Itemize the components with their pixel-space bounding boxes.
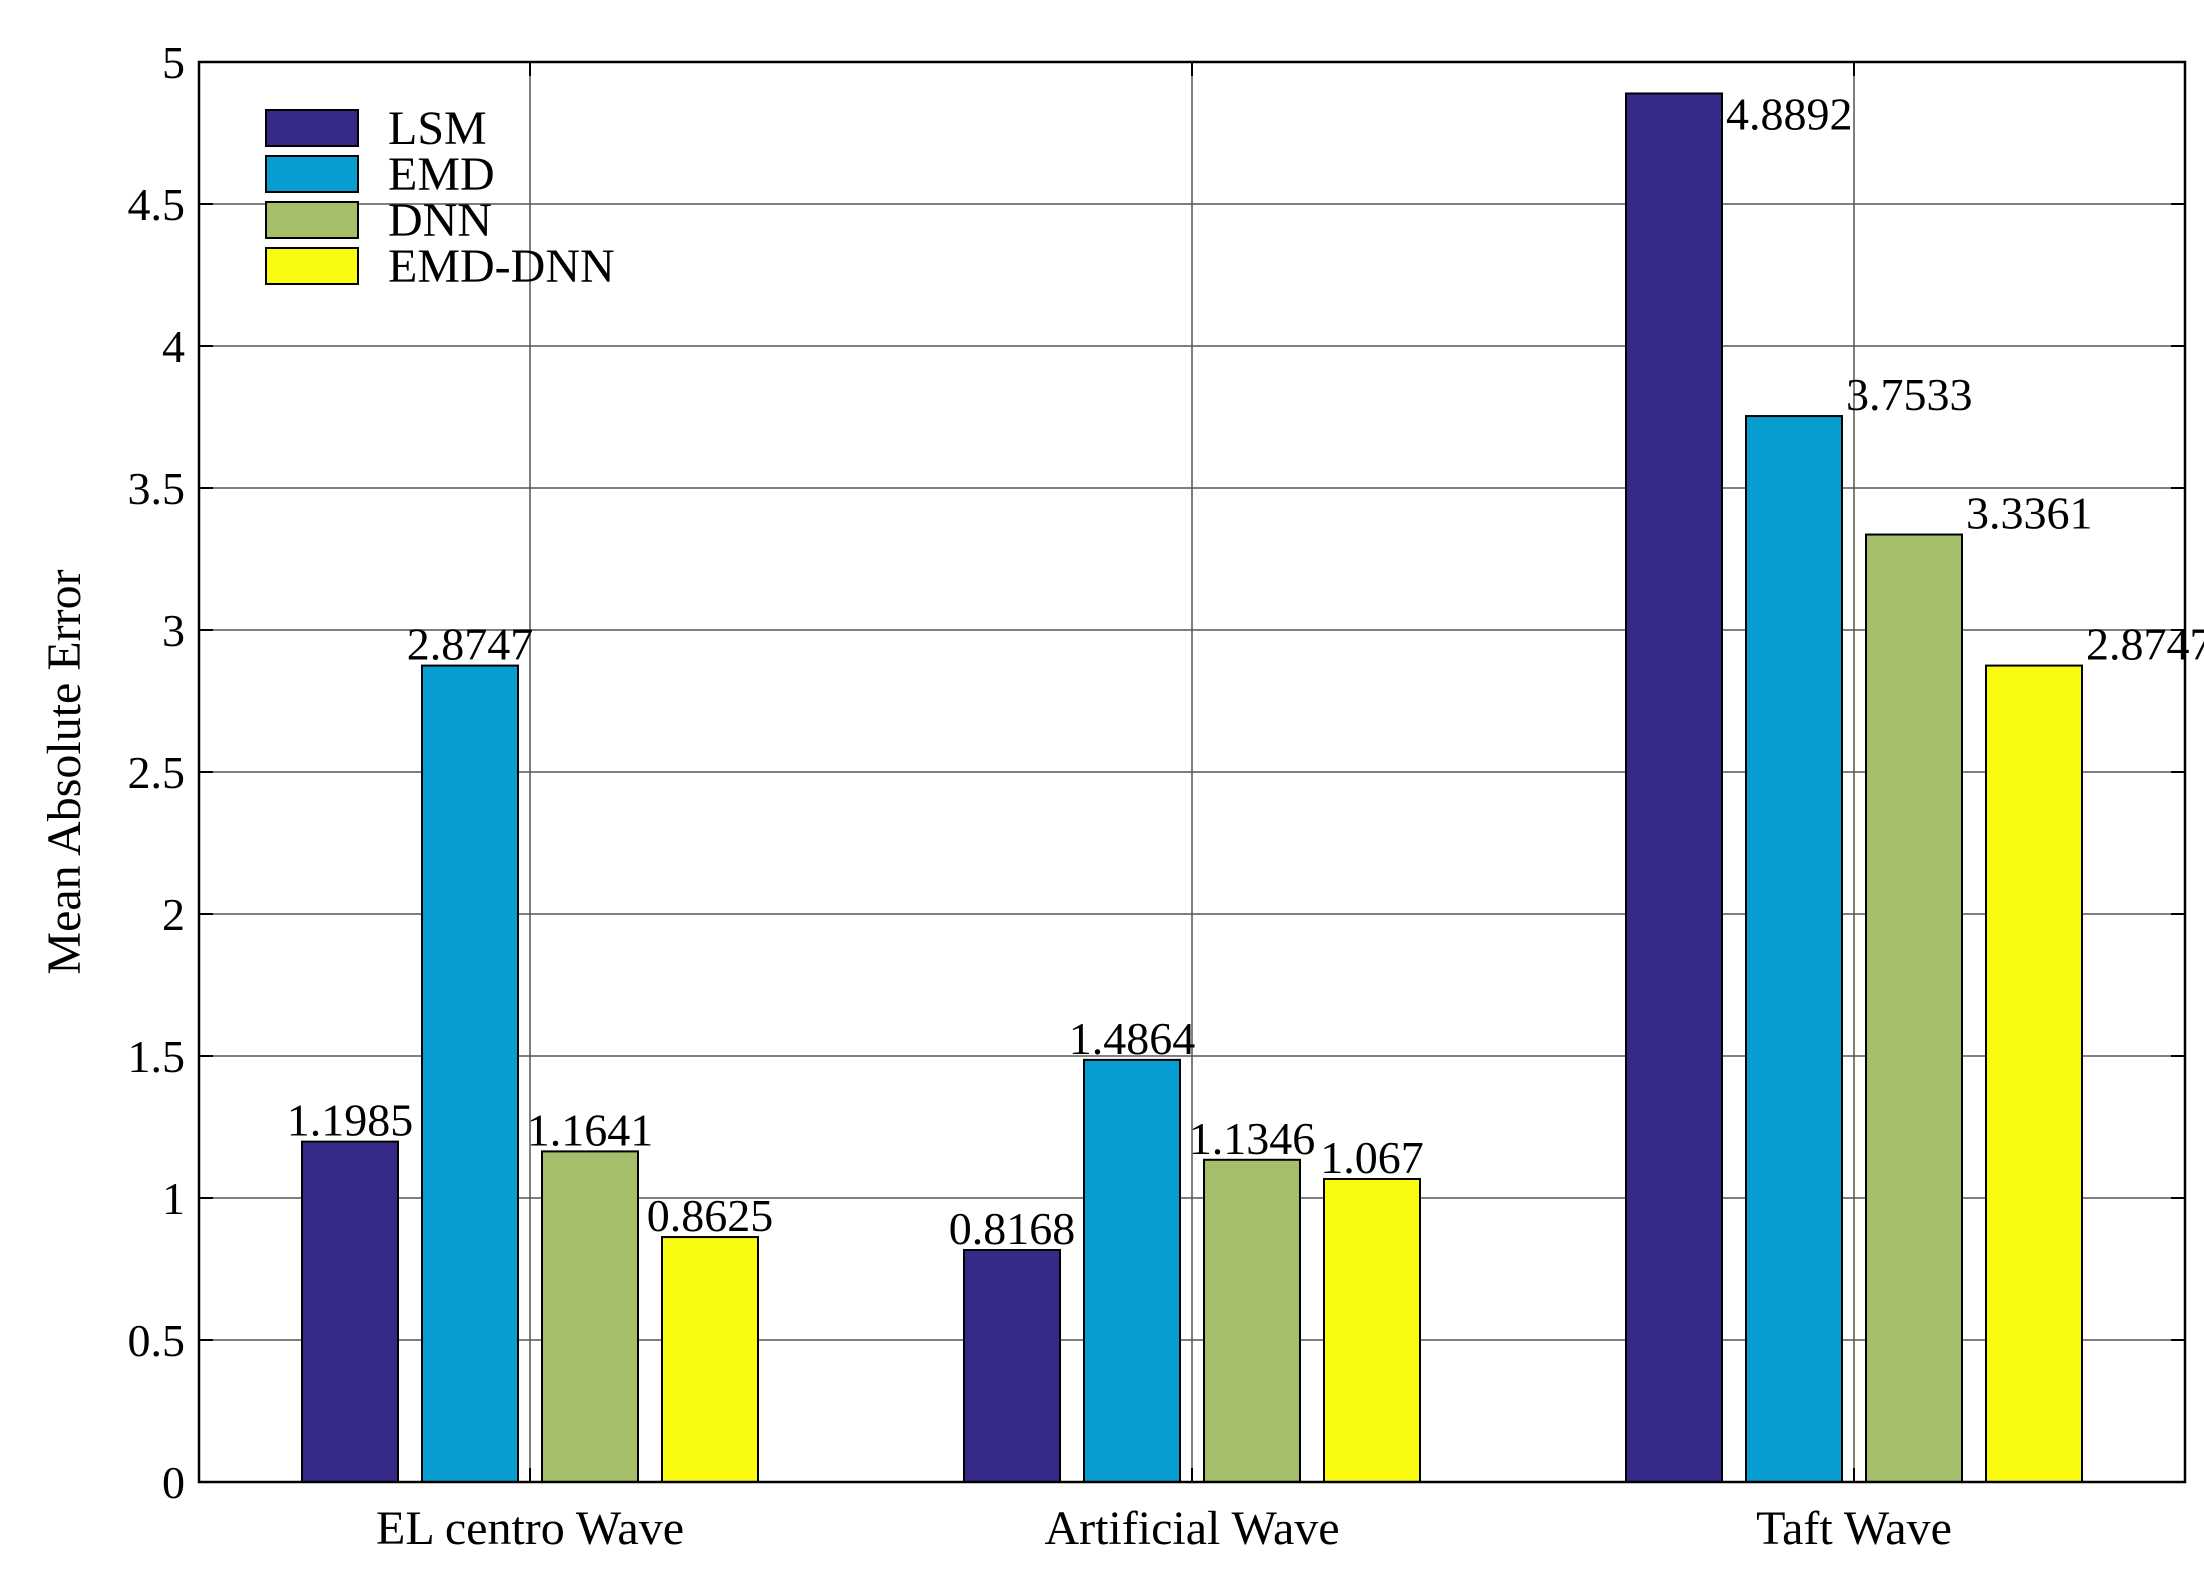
legend-swatch-emd-dnn (265, 247, 359, 285)
bar-emd (1745, 415, 1843, 1484)
data-label: 2.8747 (2086, 619, 2204, 670)
bar-emd (421, 664, 519, 1483)
y-tick-label: 4.5 (128, 179, 186, 230)
category-label: Artificial Wave (1044, 1502, 1339, 1555)
bar-lsm (963, 1249, 1061, 1484)
bar-dnn (541, 1150, 639, 1484)
y-tick-label: 4 (162, 321, 185, 372)
bar-emd-dnn (1985, 664, 2083, 1483)
bar-dnn (1865, 533, 1963, 1483)
data-label: 1.1985 (287, 1095, 414, 1146)
data-label: 1.1346 (1189, 1113, 1316, 1164)
x-axis-categories: EL centro Wave Artificial Wave Taft Wave (376, 62, 1952, 1555)
y-tick-label: 1 (162, 1173, 185, 1224)
data-label: 3.7533 (1846, 369, 1973, 420)
bar-dnn (1203, 1158, 1301, 1483)
data-label: 2.8747 (407, 619, 534, 670)
legend-swatch-lsm (265, 109, 359, 147)
y-tick-label: 3.5 (128, 463, 186, 514)
legend-label-dnn: DNN (388, 194, 492, 247)
y-tick-label: 3 (162, 605, 185, 656)
category-label: Taft Wave (1756, 1502, 1952, 1555)
bar-emd-dnn (1323, 1177, 1421, 1484)
category-label: EL centro Wave (376, 1502, 684, 1555)
data-labels: 1.1985 2.8747 1.1641 0.8625 0.8168 1.4864 1.13… (287, 88, 2204, 1254)
y-axis-ticks: 0 0.5 1 1.5 2 2.5 3 3.5 4 4.5 5 (128, 37, 2185, 1508)
y-tick-label: 0 (162, 1457, 185, 1508)
legend-label-emd-dnn: EMD-DNN (388, 240, 615, 293)
y-tick-label: 2.5 (128, 747, 186, 798)
data-label: 0.8625 (647, 1190, 774, 1241)
legend-swatch-emd (265, 155, 359, 193)
data-label: 1.1641 (527, 1104, 654, 1155)
y-tick-label: 1.5 (128, 1031, 186, 1082)
data-label: 3.3361 (1966, 488, 2093, 539)
y-tick-label: 5 (162, 37, 185, 88)
data-label: 1.4864 (1069, 1013, 1196, 1064)
bar-emd-dnn (661, 1236, 759, 1484)
legend-label-lsm: LSM (388, 102, 487, 155)
legend-label-emd: EMD (388, 148, 495, 201)
grid-lines (199, 62, 2185, 1482)
bars (301, 92, 2083, 1484)
data-label: 1.067 (1320, 1132, 1424, 1183)
bar-lsm (1625, 92, 1723, 1484)
data-label: 0.8168 (949, 1203, 1076, 1254)
y-tick-label: 2 (162, 889, 185, 940)
legend-swatch-dnn (265, 201, 359, 239)
bar-lsm (301, 1140, 399, 1483)
y-axis-title: Mean Absolute Error (38, 569, 91, 974)
bar-emd (1083, 1058, 1181, 1484)
y-tick-label: 0.5 (128, 1315, 186, 1366)
data-label: 4.8892 (1726, 88, 1853, 139)
